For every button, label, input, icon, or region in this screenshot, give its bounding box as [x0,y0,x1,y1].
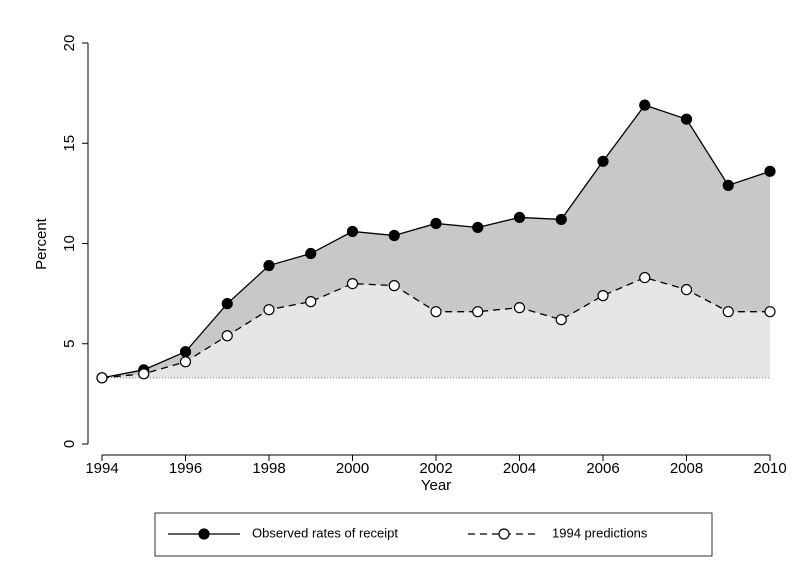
marker [639,271,651,284]
x-tick-label: 2008 [670,460,703,477]
marker [221,298,233,310]
marker [388,229,400,242]
marker [639,99,651,111]
y-axis-label: Percent [33,217,50,270]
marker [430,306,442,318]
marker [138,368,150,380]
x-tick-label: 2006 [586,460,619,477]
y-tick-label: 15 [61,135,78,152]
x-tick-label: 2004 [503,460,536,477]
marker [513,211,526,224]
marker [555,314,567,326]
marker [722,306,734,318]
marker [764,165,776,177]
marker [96,372,108,384]
marker [430,217,442,230]
marker [346,225,359,238]
marker [680,113,693,125]
y-tick-label: 10 [61,235,78,252]
marker [263,259,275,272]
marker [472,221,484,234]
marker [221,330,233,342]
marker [388,280,400,292]
marker [179,356,192,368]
marker [597,290,609,302]
x-tick-label: 1996 [169,460,202,477]
y-tick-label: 0 [61,440,78,448]
x-tick-label: 1994 [85,460,118,477]
area [102,277,770,378]
marker [597,155,609,167]
marker [722,179,734,191]
y-tick-label: 5 [61,340,78,348]
marker [305,296,317,308]
marker [472,306,484,318]
x-tick-label: 2010 [753,460,786,477]
legend-marker [198,528,210,540]
marker [305,247,317,260]
marker [513,302,526,314]
legend-label: 1994 predictions [552,525,648,540]
legend-label: Observed rates of receipt [252,525,398,540]
marker [764,306,776,318]
x-tick-label: 2002 [419,460,452,477]
y-tick-label: 20 [61,35,78,52]
legend-marker [498,528,510,540]
marker [179,346,192,358]
marker [346,278,359,290]
x-tick-label: 1998 [252,460,285,477]
marker [680,284,693,296]
x-tick-label: 2000 [336,460,369,477]
legend-box [154,512,713,557]
marker [555,213,567,226]
x-axis-label: Year [421,477,451,494]
marker [263,304,275,316]
